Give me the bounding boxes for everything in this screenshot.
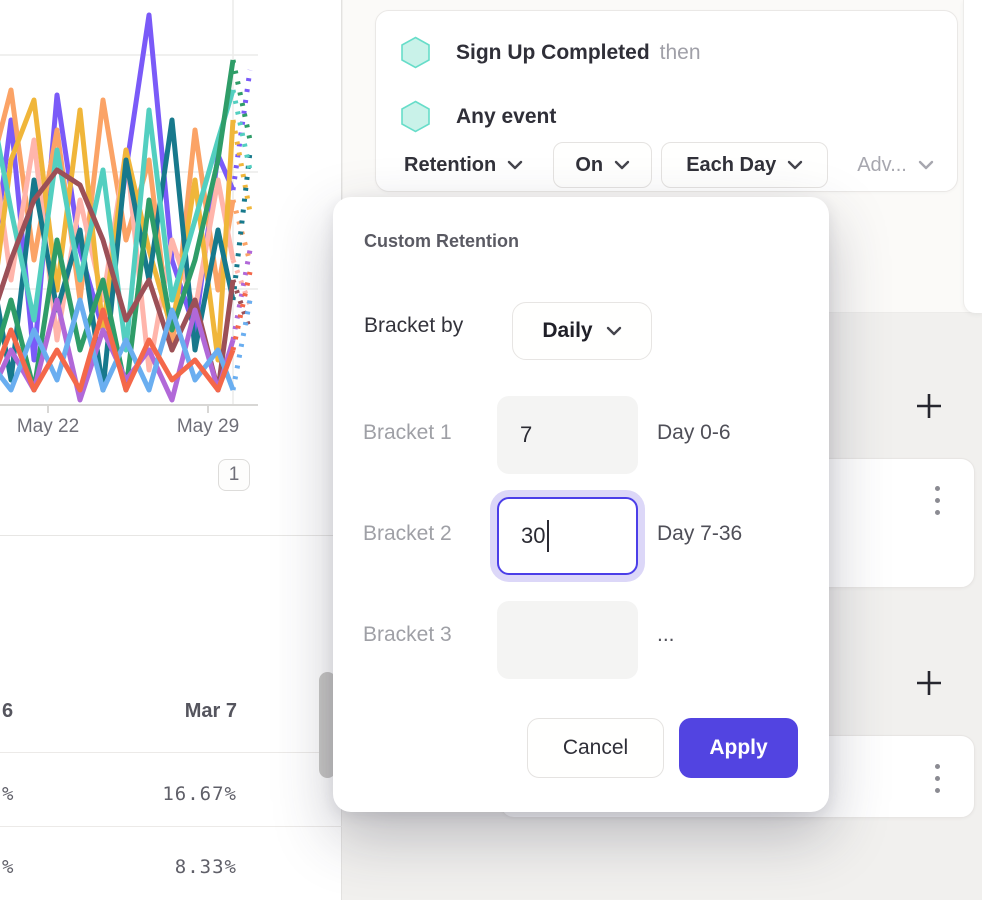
event-name: Any event [456, 104, 557, 128]
table-cell-clipped: % [2, 856, 15, 878]
bracket-by-dropdown[interactable]: Daily [512, 302, 652, 360]
chart-series-forecast-dashed [230, 299, 253, 391]
event-hexagon-icon [401, 100, 430, 133]
event-row-born[interactable]: Sign Up Completed then [399, 36, 701, 69]
bracket-1-range: Day 0-6 [657, 421, 731, 444]
bracket-1-input[interactable]: 7 [497, 396, 638, 474]
kebab-dot [934, 498, 940, 503]
chart-series-line [0, 89, 236, 353]
chart-series-forecast-dashed [230, 259, 253, 306]
table-cell: 8.33% [174, 856, 237, 878]
chart-series-forecast-dashed [230, 271, 253, 351]
add-metric-button[interactable] [912, 389, 946, 423]
event-hexagon-icon [401, 36, 430, 69]
bracket-2-input[interactable]: 30 [497, 497, 638, 575]
event-row-return[interactable]: Any event [399, 100, 556, 133]
pagination-page-button[interactable]: 1 [218, 459, 250, 491]
bracket-2-range: Day 7-36 [657, 522, 743, 545]
chevron-down-icon [918, 160, 934, 170]
chevron-down-icon [508, 160, 523, 170]
chart-series-line [0, 297, 236, 393]
plus-icon [917, 671, 941, 695]
on-dropdown[interactable]: On [553, 142, 653, 188]
report-main-panel: May 22 May 29 1 6 Mar 7 % 16.67% % 8.33% [0, 0, 342, 900]
bracket-3-range: ... [657, 623, 675, 646]
retention-line-chart [0, 0, 258, 413]
x-axis-tick-label: May 29 [176, 416, 240, 437]
custom-retention-modal: Custom Retention Bracket by Daily Bracke… [333, 197, 829, 812]
section-divider [0, 535, 342, 536]
plus-icon [917, 394, 941, 418]
chart-series-forecast-dashed [230, 249, 253, 341]
chart-series-line [0, 307, 236, 393]
chart-series-forecast-dashed [230, 151, 253, 301]
retention-events-card: Sign Up Completed then Any event Retentio… [375, 10, 958, 192]
table-cell-clipped: % [2, 783, 15, 805]
add-metric-button[interactable] [912, 666, 946, 700]
kebab-dot [934, 788, 940, 793]
measure-dropdown[interactable]: Retention [400, 154, 527, 177]
chevron-down-icon [606, 326, 621, 336]
table-header-cell-clipped: 6 [2, 700, 14, 722]
chart-series-forecast-dashed [230, 279, 253, 331]
apply-button[interactable]: Apply [679, 718, 798, 778]
metric-card-menu-button[interactable] [928, 764, 946, 793]
table-row-divider [0, 826, 342, 827]
interval-dropdown[interactable]: Each Day [661, 142, 829, 188]
advanced-dropdown[interactable]: Adv... [853, 154, 938, 177]
bracket-by-label: Bracket by [364, 314, 464, 337]
modal-title: Custom Retention [364, 231, 519, 251]
chart-series-forecast-dashed [230, 89, 253, 171]
table-row-divider [0, 752, 342, 753]
kebab-dot [934, 764, 940, 769]
kebab-dot [934, 776, 940, 781]
bracket-3-input[interactable] [497, 601, 638, 679]
bracket-1-label: Bracket 1 [363, 421, 452, 444]
metric-card-menu-button[interactable] [928, 486, 946, 515]
chart-series-forecast-dashed [230, 69, 253, 191]
bracket-3-label: Bracket 3 [363, 623, 452, 646]
kebab-dot [934, 486, 940, 491]
x-axis-tick-label: May 22 [16, 416, 80, 437]
bracket-2-label: Bracket 2 [363, 522, 452, 545]
cancel-button[interactable]: Cancel [527, 718, 664, 778]
table-cell: 16.67% [162, 783, 237, 805]
side-panel-edge [963, 0, 982, 313]
chart-series-forecast-dashed [230, 119, 253, 213]
chart-series-forecast-dashed [230, 59, 253, 141]
table-scrollbar-thumb[interactable] [319, 672, 336, 778]
event-name: Sign Up Completed then [456, 40, 701, 64]
table-header-cell: Mar 7 [184, 700, 237, 722]
kebab-dot [934, 510, 940, 515]
chevron-down-icon [614, 160, 630, 170]
text-caret [547, 520, 550, 552]
chevron-down-icon [788, 160, 803, 170]
query-controls-row: Retention On Each Day Adv... [400, 142, 938, 188]
